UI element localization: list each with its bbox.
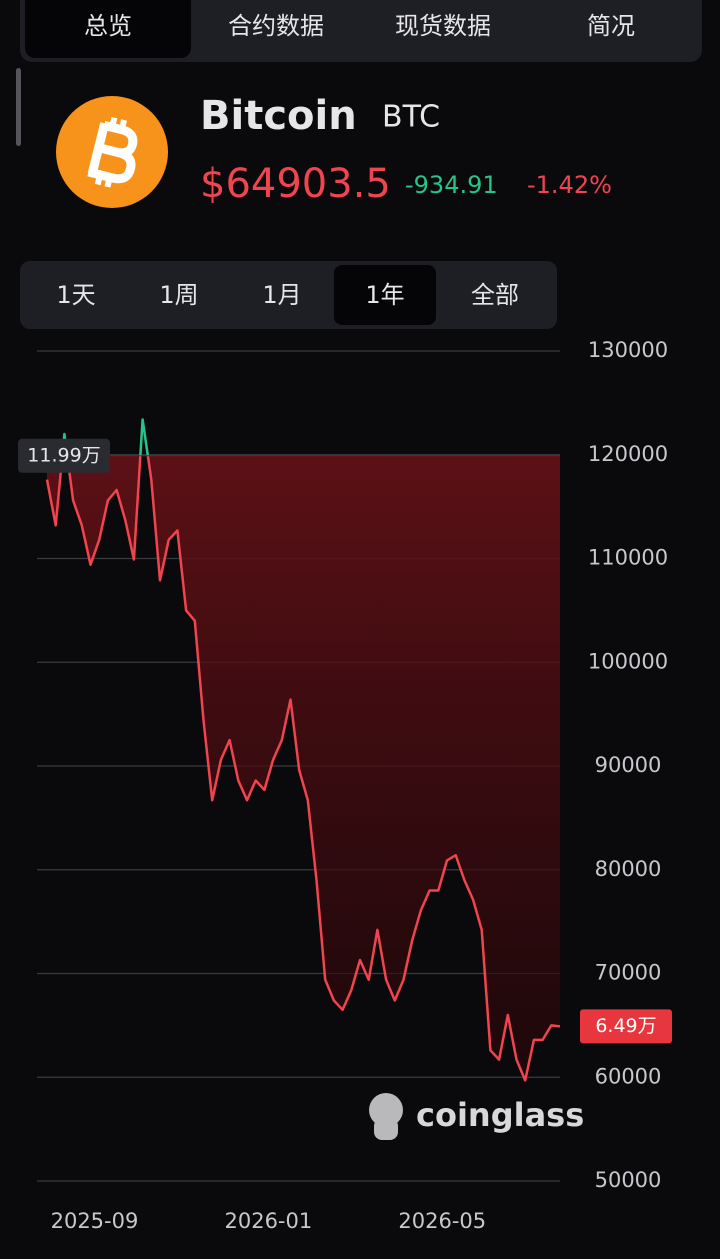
x-tick-label: 2025-09 <box>51 1209 139 1233</box>
y-tick-label: 100000 <box>588 649 668 673</box>
y-tick-label: 130000 <box>588 338 668 362</box>
reference-label-bg <box>18 438 110 473</box>
current-label-bg <box>580 1009 672 1044</box>
y-tick-label: 120000 <box>588 442 668 466</box>
range-tab[interactable]: 全部 <box>471 281 519 309</box>
reference-label: 11.99万 <box>27 444 100 466</box>
area-fill <box>47 455 560 1081</box>
top-tab[interactable]: 总览 <box>84 12 132 40</box>
icon-head <box>369 1093 403 1127</box>
range-tab[interactable]: 1天 <box>56 281 95 309</box>
price-line <box>45 455 561 1082</box>
icon-body <box>374 1118 398 1140</box>
y-tick-label: 70000 <box>595 961 662 985</box>
y-tick-label: 110000 <box>588 546 668 570</box>
y-tick-label: 50000 <box>595 1168 662 1192</box>
coin-logo <box>56 96 168 208</box>
scroll-indicator <box>16 68 21 146</box>
watermark-icon <box>369 1093 403 1140</box>
y-tick-label: 90000 <box>595 753 662 777</box>
range-tab[interactable]: 1月 <box>262 281 301 309</box>
y-tick-label: 80000 <box>595 857 662 881</box>
range-tab[interactable]: 1周 <box>159 281 198 309</box>
logo-glyph <box>87 116 138 188</box>
top-tab[interactable]: 简况 <box>587 12 635 40</box>
coin-name: Bitcoin <box>200 93 357 139</box>
price-change: -934.91 <box>405 171 498 199</box>
active-tab-bg <box>25 0 191 58</box>
current-label: 6.49万 <box>595 1015 656 1037</box>
x-tick-label: 2026-01 <box>224 1209 312 1233</box>
y-tick-label: 60000 <box>595 1064 662 1088</box>
top-tab[interactable]: 现货数据 <box>395 12 491 40</box>
watermark: coinglass <box>416 1096 584 1134</box>
active-range-bg <box>334 265 436 325</box>
range-tab[interactable]: 1年 <box>365 281 404 309</box>
price-change-pct: -1.42% <box>527 171 612 199</box>
coin-symbol: BTC <box>382 100 440 135</box>
x-tick-label: 2026-05 <box>398 1209 486 1233</box>
top-tab[interactable]: 合约数据 <box>228 12 324 40</box>
coin-price: $64903.5 <box>200 161 391 207</box>
